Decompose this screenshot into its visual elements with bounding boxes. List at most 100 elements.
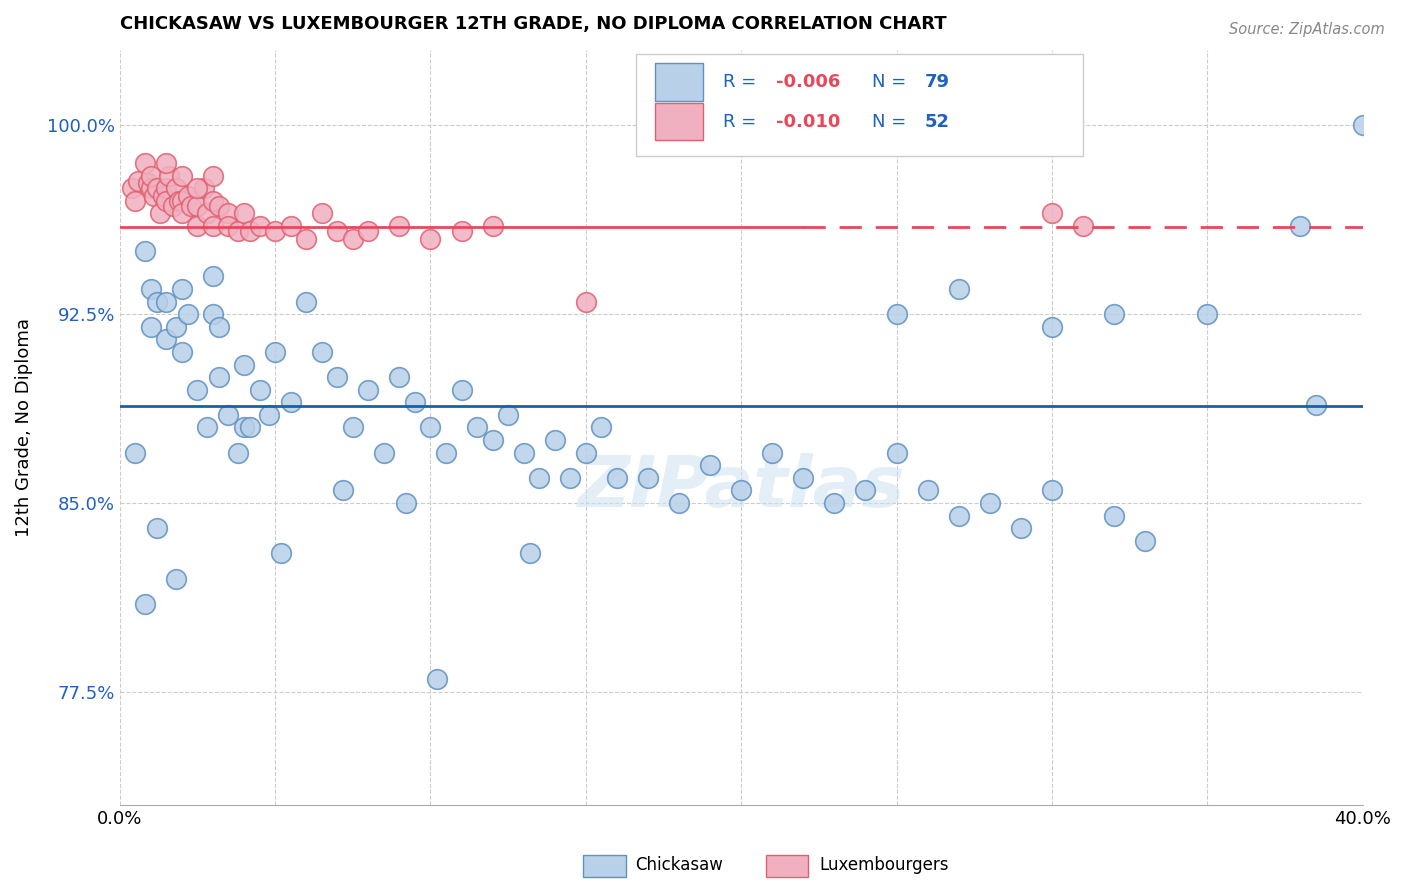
Point	[180, 199, 202, 213]
Text: 79: 79	[925, 73, 950, 91]
Point	[233, 420, 256, 434]
Point	[948, 282, 970, 296]
Point	[134, 156, 156, 170]
Point	[155, 181, 177, 195]
Point	[326, 370, 349, 384]
Point	[270, 546, 292, 560]
Text: -0.010: -0.010	[776, 112, 841, 130]
Point	[591, 420, 613, 434]
Point	[481, 433, 503, 447]
Point	[155, 294, 177, 309]
Text: N =: N =	[872, 112, 911, 130]
Point	[280, 395, 302, 409]
Point	[1010, 521, 1032, 535]
Point	[146, 521, 169, 535]
Point	[295, 294, 318, 309]
Point	[155, 156, 177, 170]
Text: CHICKASAW VS LUXEMBOURGER 12TH GRADE, NO DIPLOMA CORRELATION CHART: CHICKASAW VS LUXEMBOURGER 12TH GRADE, NO…	[120, 15, 946, 33]
Point	[257, 408, 280, 422]
Point	[426, 672, 449, 686]
Point	[730, 483, 752, 498]
Text: N =: N =	[872, 73, 911, 91]
Point	[249, 383, 271, 397]
Point	[311, 345, 333, 359]
Point	[1289, 219, 1312, 233]
Point	[544, 433, 567, 447]
Point	[823, 496, 845, 510]
Point	[142, 189, 165, 203]
Point	[152, 189, 174, 203]
Point	[1040, 206, 1063, 220]
Point	[165, 181, 187, 195]
Point	[127, 174, 149, 188]
Point	[218, 408, 240, 422]
Point	[886, 307, 908, 321]
Point	[1133, 533, 1156, 548]
Text: ZIPatlas: ZIPatlas	[578, 453, 905, 523]
Point	[170, 169, 193, 183]
Point	[233, 206, 256, 220]
Text: Source: ZipAtlas.com: Source: ZipAtlas.com	[1229, 22, 1385, 37]
Point	[249, 219, 271, 233]
Point	[186, 199, 208, 213]
Point	[496, 408, 519, 422]
Point	[342, 420, 364, 434]
Point	[195, 206, 218, 220]
Point	[155, 194, 177, 208]
Point	[201, 169, 224, 183]
Point	[560, 471, 582, 485]
Point	[124, 445, 146, 459]
Point	[195, 420, 218, 434]
FancyBboxPatch shape	[636, 54, 1083, 155]
Point	[519, 546, 541, 560]
Point	[1040, 483, 1063, 498]
Point	[886, 445, 908, 459]
Point	[295, 232, 318, 246]
Text: Chickasaw: Chickasaw	[636, 856, 724, 874]
Point	[1040, 319, 1063, 334]
Point	[1071, 219, 1094, 233]
Point	[512, 445, 534, 459]
Point	[208, 319, 231, 334]
Point	[208, 370, 231, 384]
Point	[450, 383, 472, 397]
Point	[233, 358, 256, 372]
Point	[239, 420, 262, 434]
Point	[226, 445, 249, 459]
Text: R =: R =	[723, 73, 762, 91]
Point	[434, 445, 457, 459]
Point	[948, 508, 970, 523]
Point	[139, 282, 162, 296]
Point	[186, 383, 208, 397]
Point	[979, 496, 1001, 510]
Point	[761, 445, 783, 459]
Point	[264, 345, 287, 359]
Point	[186, 219, 208, 233]
Point	[280, 219, 302, 233]
Point	[139, 181, 162, 195]
Point	[311, 206, 333, 220]
Text: 52: 52	[925, 112, 950, 130]
Point	[1102, 508, 1125, 523]
Point	[136, 176, 159, 190]
Point	[170, 345, 193, 359]
Text: Luxembourgers: Luxembourgers	[820, 856, 949, 874]
Point	[201, 307, 224, 321]
Text: -0.006: -0.006	[776, 73, 841, 91]
Point	[357, 224, 380, 238]
Point	[326, 224, 349, 238]
Point	[481, 219, 503, 233]
Point	[668, 496, 690, 510]
Point	[186, 181, 208, 195]
Point	[170, 206, 193, 220]
Point	[162, 199, 184, 213]
Point	[388, 219, 411, 233]
Point	[218, 206, 240, 220]
Bar	[655, 63, 703, 101]
Point	[226, 224, 249, 238]
Point	[373, 445, 395, 459]
Point	[699, 458, 721, 473]
Point	[146, 294, 169, 309]
Point	[917, 483, 939, 498]
Point	[637, 471, 659, 485]
